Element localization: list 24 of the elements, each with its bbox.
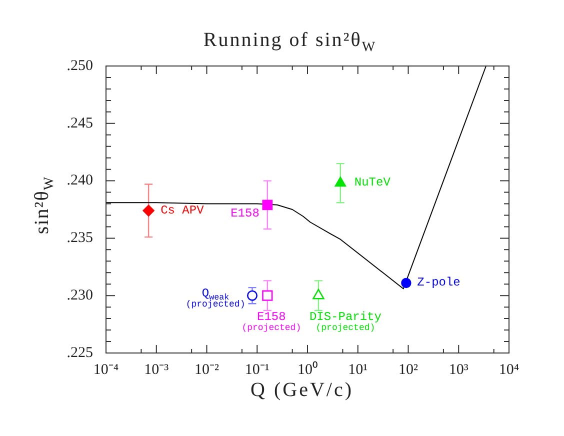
- x-tick-label: 10⁻²: [194, 362, 220, 378]
- x-tick-label: 10⁴: [498, 362, 520, 378]
- y-tick-label: .240: [66, 172, 93, 189]
- x-tick-label: 10⁻³: [144, 362, 170, 378]
- x-tick-label: 10³: [448, 362, 469, 378]
- series-label: E158 (projected): [242, 310, 302, 334]
- x-tick-label: 10¹: [348, 362, 368, 378]
- series-label: Q$_{weak}$ (projected): [186, 286, 246, 310]
- x-tick-label: 10⁻¹: [244, 362, 270, 378]
- series-label: E158: [230, 206, 260, 220]
- x-tick-label: 10⁻⁴: [93, 362, 119, 378]
- x-tick-label: 10⁰: [298, 360, 318, 378]
- series-label: Cs APV: [160, 203, 204, 218]
- y-tick-label: .235: [66, 230, 93, 246]
- series-label: DIS-Parity (projected): [309, 310, 382, 334]
- x-tick-label: 10²: [398, 362, 418, 378]
- y-tick-label: .250: [66, 58, 93, 74]
- series-label: NuTeV: [354, 176, 390, 190]
- x-axis-title: Q (GeV/c): [250, 379, 354, 401]
- y-tick-label: .225: [66, 344, 93, 361]
- series-label: Z-pole: [417, 275, 460, 290]
- y-tick-label: .245: [66, 115, 93, 132]
- y-tick-label: .230: [66, 288, 93, 304]
- chart-title: Running of sin²θ$_{W}$: [203, 29, 377, 55]
